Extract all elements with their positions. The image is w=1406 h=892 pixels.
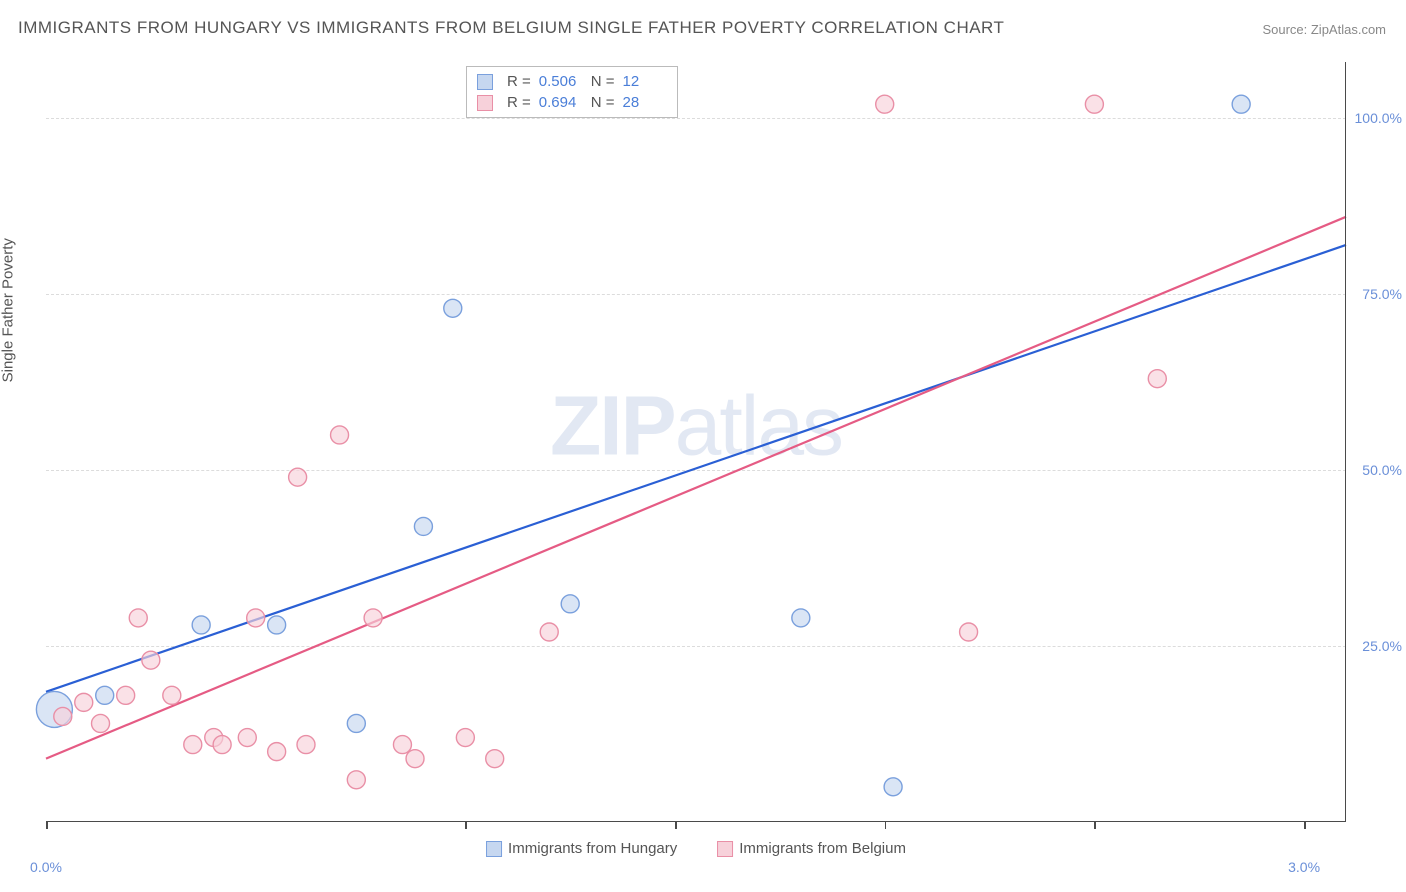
plot-area: ZIPatlas 25.0%50.0%75.0%100.0%0.0%3.0% R…: [46, 62, 1346, 822]
data-point: [54, 707, 72, 725]
legend-item-belgium: Immigrants from Belgium: [717, 840, 906, 857]
data-point: [1085, 95, 1103, 113]
data-point: [268, 743, 286, 761]
data-point: [75, 693, 93, 711]
data-point: [393, 736, 411, 754]
legend-item-hungary: Immigrants from Hungary: [486, 840, 677, 857]
data-point: [268, 616, 286, 634]
data-point: [347, 771, 365, 789]
data-point: [92, 714, 110, 732]
data-point: [414, 517, 432, 535]
y-tick-label: 50.0%: [1362, 462, 1402, 478]
data-point: [1148, 370, 1166, 388]
data-point: [117, 686, 135, 704]
y-tick-label: 75.0%: [1362, 286, 1402, 302]
data-point: [561, 595, 579, 613]
data-point: [184, 736, 202, 754]
data-point: [289, 468, 307, 486]
data-point: [540, 623, 558, 641]
data-point: [364, 609, 382, 627]
stats-legend-box: R = 0.506 N = 12 R = 0.694 N = 28: [466, 66, 678, 118]
chart-title: IMMIGRANTS FROM HUNGARY VS IMMIGRANTS FR…: [18, 18, 1004, 38]
scatter-svg: [46, 62, 1346, 822]
y-tick-label: 100.0%: [1355, 110, 1402, 126]
data-point: [347, 714, 365, 732]
data-point: [960, 623, 978, 641]
data-point: [876, 95, 894, 113]
data-point: [238, 729, 256, 747]
data-point: [331, 426, 349, 444]
x-tick: [885, 821, 887, 829]
bottom-legend: Immigrants from Hungary Immigrants from …: [486, 840, 906, 857]
x-tick-label: 3.0%: [1288, 859, 1320, 875]
trend-line: [46, 245, 1346, 692]
data-point: [247, 609, 265, 627]
data-point: [96, 686, 114, 704]
data-point: [1232, 95, 1250, 113]
trend-line: [46, 217, 1346, 759]
data-point: [142, 651, 160, 669]
data-point: [456, 729, 474, 747]
data-point: [406, 750, 424, 768]
x-tick: [465, 821, 467, 829]
x-tick: [1304, 821, 1306, 829]
x-tick: [675, 821, 677, 829]
y-axis-label: Single Father Poverty: [0, 238, 17, 382]
x-tick: [46, 821, 48, 829]
data-point: [792, 609, 810, 627]
y-tick-label: 25.0%: [1362, 638, 1402, 654]
data-point: [884, 778, 902, 796]
data-point: [192, 616, 210, 634]
data-point: [486, 750, 504, 768]
data-point: [129, 609, 147, 627]
data-point: [444, 299, 462, 317]
x-tick-label: 0.0%: [30, 859, 62, 875]
data-point: [297, 736, 315, 754]
stats-row-belgium: R = 0.694 N = 28: [477, 92, 667, 113]
stats-row-hungary: R = 0.506 N = 12: [477, 71, 667, 92]
data-point: [213, 736, 231, 754]
x-tick: [1094, 821, 1096, 829]
source-attribution: Source: ZipAtlas.com: [1262, 22, 1386, 37]
data-point: [163, 686, 181, 704]
